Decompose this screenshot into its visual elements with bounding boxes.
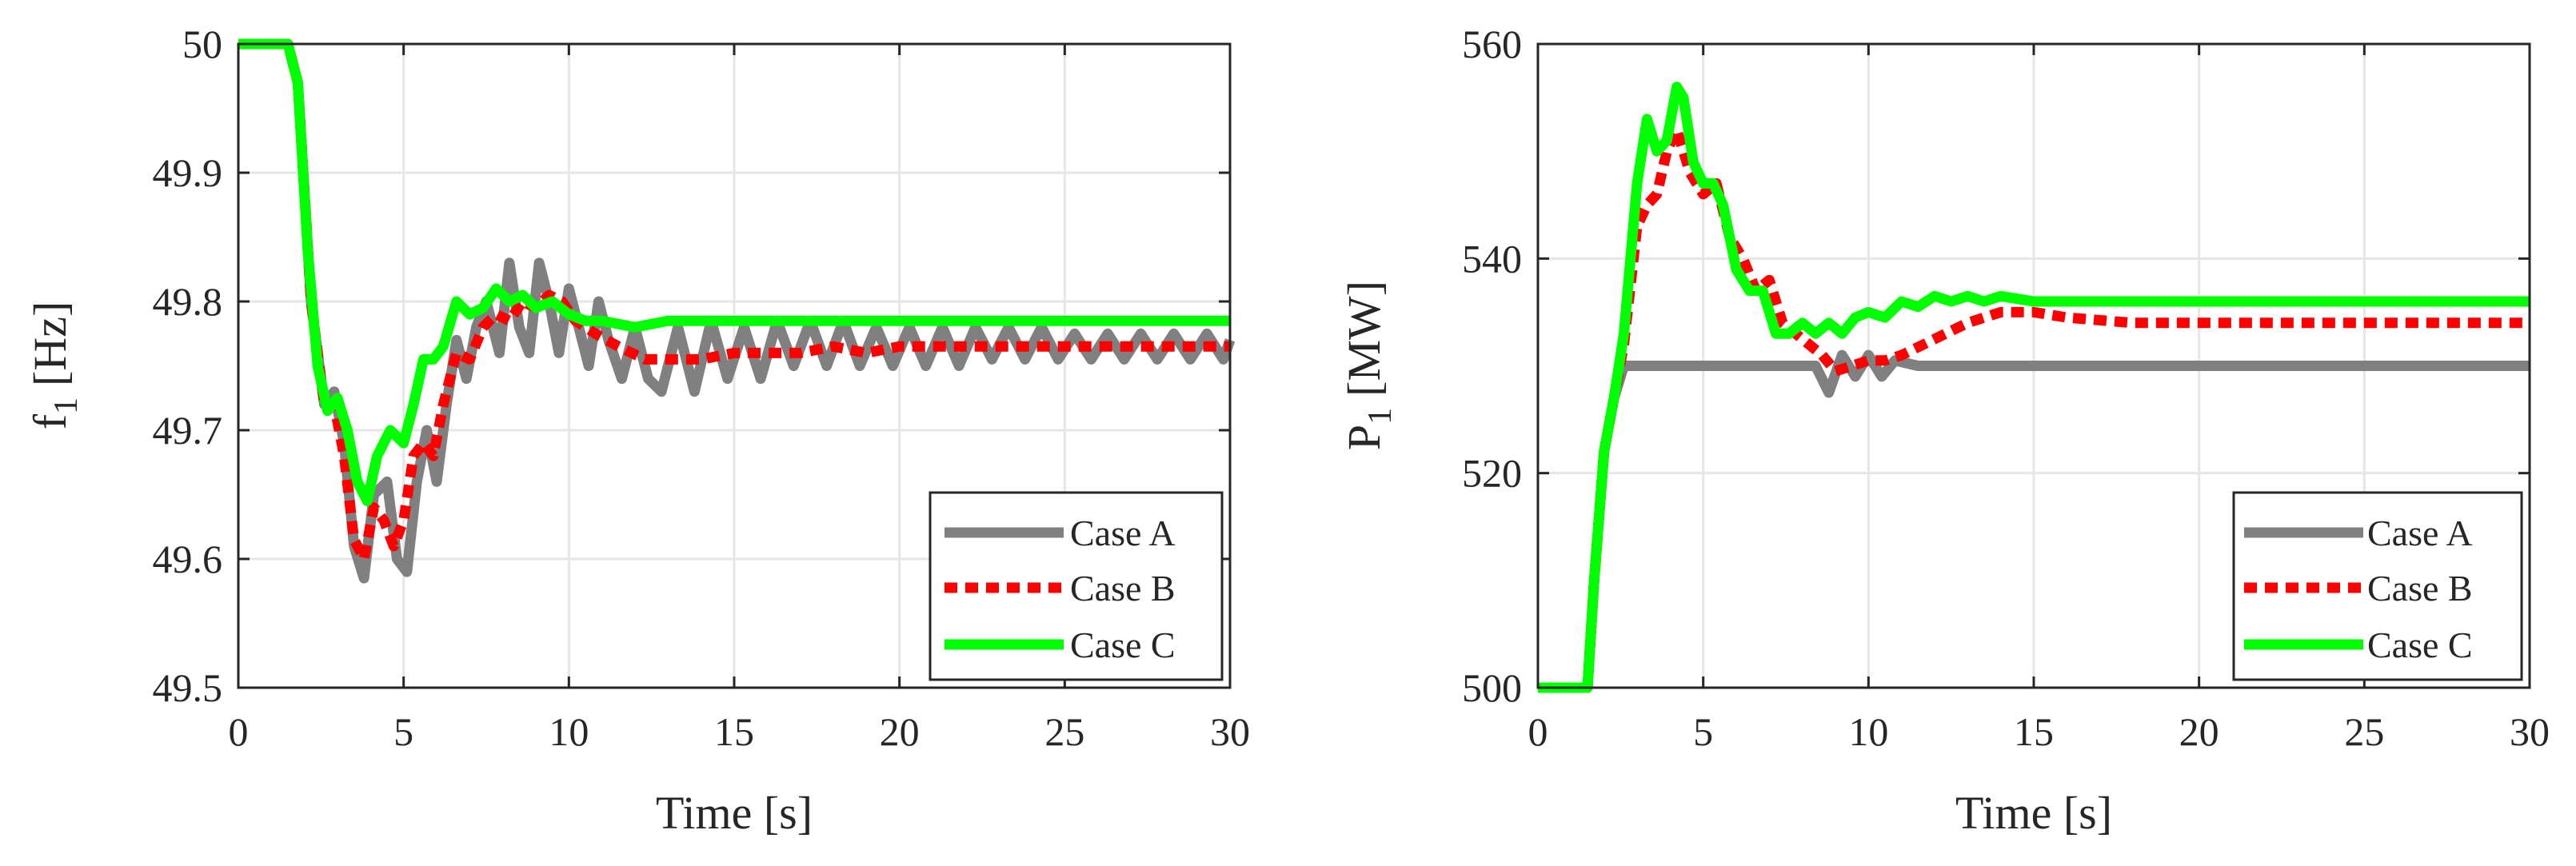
y-tick-labels: 49.5 49.6 49.7 49.8 49.9 50: [153, 22, 223, 710]
y-axis-label-main: f: [24, 413, 76, 429]
legend: Case A Case B Case C: [929, 491, 1224, 681]
y-axis-label-sub: 1: [48, 397, 85, 414]
y-tick-label: 49.7: [153, 408, 223, 453]
y-tick-labels: 500 520 540 560: [1462, 22, 1522, 710]
legend-label-case-c: Case C: [2367, 625, 2473, 665]
y-tick-label: 560: [1462, 22, 1522, 66]
x-tick-label: 5: [393, 709, 413, 754]
y-axis-label-main: P: [1338, 425, 1390, 450]
x-tick-label: 20: [2179, 709, 2219, 754]
x-tick-label: 25: [2344, 709, 2384, 754]
x-tick-label: 20: [880, 709, 920, 754]
x-tick-labels: 0 5 10 15 20 25 30: [229, 709, 1251, 754]
x-tick-label: 10: [1848, 709, 1888, 754]
x-tick-label: 10: [549, 709, 589, 754]
y-tick-label: 520: [1462, 451, 1522, 496]
x-tick-label: 0: [1528, 709, 1548, 754]
y-tick-label: 49.6: [153, 537, 223, 581]
y-axis-label: P1 [MW]: [1338, 281, 1399, 450]
series-lines: [238, 38, 1236, 584]
series-line-case-b: [238, 38, 1230, 565]
y-axis-label: f1 [Hz]: [24, 301, 85, 430]
power-chart: 0 5 10 15 20 25 30 500 520 540 560 Time [s] P1 [MW…: [1338, 22, 2550, 839]
x-axis-label: Time [s]: [1955, 787, 2112, 839]
frequency-chart: 0 5 10 15 20 25 30 49.5 49.6 49.7 49.8 49.9 50 Time…: [24, 22, 1250, 839]
series-line-case-c: [1538, 82, 2530, 693]
x-tick-label: 5: [1693, 709, 1713, 754]
series-line-case-c: [238, 38, 1230, 506]
x-tick-label: 30: [2510, 709, 2550, 754]
x-tick-label: 0: [229, 709, 249, 754]
y-tick-label: 500: [1462, 665, 1522, 710]
y-tick-label: 540: [1462, 236, 1522, 281]
y-axis-label-unit: [Hz]: [24, 301, 76, 386]
legend-label-case-b: Case B: [1070, 568, 1176, 609]
legend-label-case-c: Case C: [1070, 625, 1176, 665]
x-tick-label: 15: [2014, 709, 2054, 754]
y-tick-label: 50: [182, 22, 222, 66]
legend-label-case-a: Case A: [1070, 513, 1176, 553]
tick-marks: [237, 42, 1232, 689]
y-axis-label-unit: [MW]: [1338, 281, 1390, 397]
series-lines: [1538, 82, 2530, 693]
x-tick-label: 30: [1210, 709, 1250, 754]
y-tick-label: 49.5: [153, 665, 223, 710]
x-axis-label: Time [s]: [656, 787, 813, 839]
legend-label-case-b: Case B: [2367, 568, 2473, 609]
legend-box: [929, 491, 1224, 681]
legend-label-case-a: Case A: [2367, 513, 2473, 553]
x-tick-label: 25: [1044, 709, 1084, 754]
y-axis-label-sub: 1: [1362, 408, 1399, 425]
x-tick-label: 15: [714, 709, 754, 754]
series-line-case-a: [238, 38, 1236, 584]
legend: Case A Case B Case C: [2232, 491, 2523, 681]
y-tick-label: 49.9: [153, 150, 223, 195]
tick-marks: [1536, 42, 2531, 689]
x-tick-labels: 0 5 10 15 20 25 30: [1528, 709, 2550, 754]
y-tick-label: 49.8: [153, 279, 223, 324]
